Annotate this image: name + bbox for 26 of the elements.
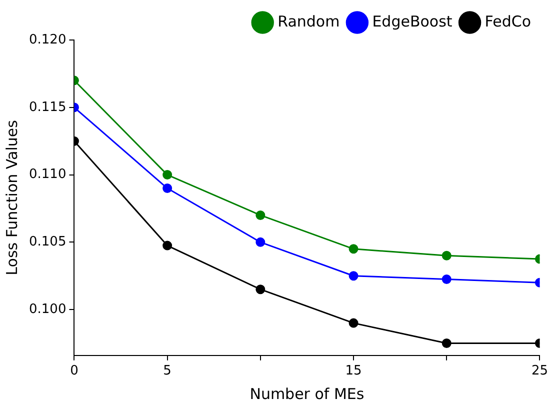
point	[442, 250, 452, 260]
point	[256, 284, 266, 294]
y-tick-label: 0.100	[29, 302, 66, 317]
point	[162, 170, 172, 180]
point	[348, 318, 358, 328]
point	[442, 274, 452, 284]
point	[162, 240, 172, 250]
y-tick-label: 0.110	[29, 167, 66, 182]
legend-label: Random	[278, 12, 340, 30]
y-tick-label: 0.115	[29, 100, 66, 115]
point	[348, 271, 358, 281]
x-tick-label: 5	[163, 364, 172, 379]
y-tick-label: 0.120	[29, 32, 66, 48]
x-tick-label: 15	[345, 364, 362, 379]
x-tick-label: 25	[531, 364, 548, 379]
y-tick-label: 0.105	[29, 234, 66, 250]
point	[162, 184, 172, 194]
legend-label: EdgeBoost	[372, 12, 452, 30]
point	[256, 210, 266, 220]
x-tick-label: 0	[70, 364, 78, 379]
y-axis-title: Loss Function Values	[2, 120, 21, 276]
point	[256, 237, 266, 247]
x-axis-title: Number of MEs	[250, 384, 364, 403]
point	[442, 338, 452, 348]
legend-label: FedCo	[484, 12, 532, 30]
point	[348, 244, 358, 254]
